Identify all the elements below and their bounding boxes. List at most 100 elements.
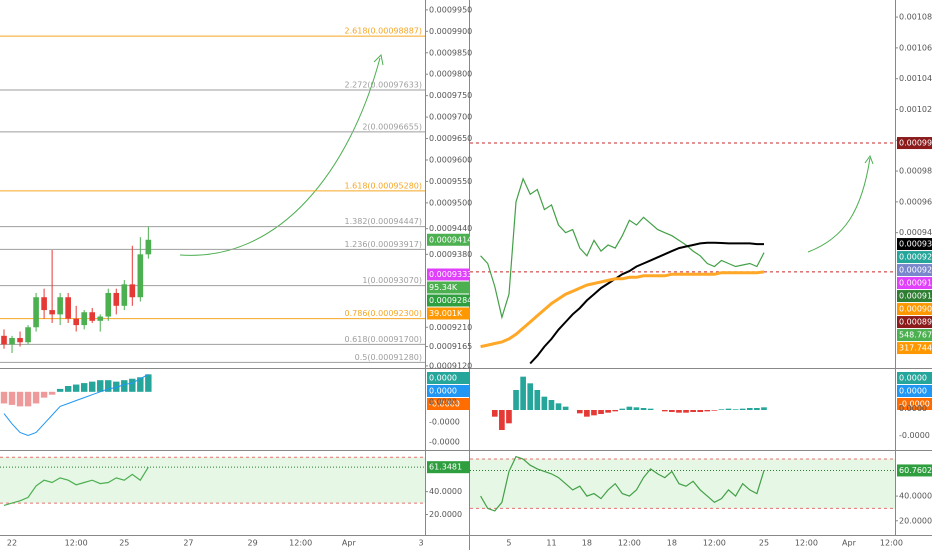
fib-level-label: 2.272(0.00097633) — [345, 80, 423, 89]
price-tag-label: 0.0000 — [429, 387, 457, 396]
price-tag-label: 0.0009414 — [429, 235, 472, 244]
fib-level-label: 2.618(0.00098887) — [345, 27, 423, 36]
price-tag — [897, 264, 932, 277]
price-tag-label: 317.744K — [899, 344, 932, 353]
price-tag — [427, 372, 470, 384]
y-tick-label: 0.0009500 — [429, 198, 472, 207]
candle-body — [49, 310, 55, 315]
x-tick-label: 12:00 — [703, 539, 726, 548]
macd-histogram — [105, 380, 112, 392]
macd-histogram — [633, 407, 640, 410]
price-tag-label: 0.0000 — [899, 374, 927, 383]
macd-histogram — [121, 380, 128, 392]
price-tag — [427, 294, 470, 307]
macd-histogram — [527, 383, 534, 410]
candle-body — [145, 239, 152, 255]
candle-body — [89, 312, 96, 321]
price-tag-label: 61.3481 — [429, 463, 462, 472]
macd-histogram — [97, 380, 104, 392]
macd-histogram — [80, 383, 88, 392]
macd-histogram — [718, 409, 725, 410]
price-tag — [427, 398, 470, 410]
price-tag — [897, 329, 932, 342]
macd-histogram — [129, 378, 136, 392]
macd-histogram — [605, 410, 611, 413]
macd-histogram — [690, 410, 696, 412]
macd-histogram — [746, 408, 753, 410]
macd-histogram — [16, 391, 24, 407]
candle-body — [97, 316, 104, 321]
macd-histogram — [137, 377, 144, 392]
y-tick-label: 20.0000 — [429, 510, 462, 519]
x-tick-label: 12:00 — [618, 539, 641, 548]
fib-level-label: 0.786(0.00092300) — [345, 309, 423, 318]
candle-body — [73, 318, 79, 326]
x-tick-label: 22 — [7, 539, 17, 548]
price-tag — [897, 316, 932, 329]
y-tick-label: 0.0009440 — [429, 224, 472, 233]
price-tag-label: 0.0009273 — [899, 253, 932, 262]
projection-arrow — [807, 157, 871, 253]
x-tick-label: 11 — [546, 539, 556, 548]
y-tick-label: 0.0009900 — [429, 27, 472, 36]
macd-histogram — [739, 408, 746, 410]
candle-body — [9, 337, 15, 345]
macd-histogram — [683, 410, 689, 413]
y-tick-label: 0.0009800 — [429, 70, 472, 79]
price-line — [529, 241, 764, 365]
x-tick-label: 3 — [418, 539, 423, 548]
price-tag-label: 0.0009284 — [429, 296, 472, 305]
macd-histogram — [676, 410, 682, 413]
fib-level-label: 2(0.00096655) — [362, 122, 422, 131]
price-tag — [897, 251, 932, 264]
y-tick-label: 0.0009400 — [899, 228, 932, 237]
y-tick-label: 20.0000 — [899, 516, 932, 525]
macd-histogram — [72, 384, 80, 392]
macd-histogram — [32, 391, 40, 404]
macd-histogram — [562, 406, 569, 410]
macd-axis-label: 0.0000 — [429, 398, 457, 407]
fib-level-label: 0.5(0.00091280) — [355, 353, 422, 362]
macd-histogram — [647, 408, 654, 410]
rsi-line — [480, 455, 765, 512]
y-tick-label: 0.0010400 — [899, 74, 932, 83]
macd-histogram — [661, 410, 668, 412]
fib-level-label: 1.382(0.00094447) — [345, 217, 423, 226]
candle-body — [81, 312, 88, 326]
macd-histogram — [555, 403, 562, 410]
y-tick-label: 0.0009950 — [429, 5, 472, 14]
price-tag — [427, 233, 470, 246]
price-tag — [897, 238, 932, 251]
fib-level-label: 1.618(0.00095280) — [345, 181, 423, 190]
price-tag-label: 0.0009982 — [899, 139, 932, 148]
x-tick-label: 18 — [667, 539, 677, 548]
arrow-head — [864, 154, 874, 165]
price-tag-label: 60.7602 — [899, 466, 932, 475]
macd-histogram — [113, 381, 120, 392]
price-tag — [897, 303, 932, 316]
fib-level-label: 1(0.00093070) — [362, 276, 422, 285]
candle-body — [17, 337, 23, 343]
y-tick-label: 0.0009800 — [899, 167, 932, 176]
candle-body — [65, 297, 71, 319]
macd-histogram — [513, 390, 519, 410]
macd-histogram — [619, 408, 626, 410]
macd-histogram — [506, 410, 512, 424]
y-tick-label: 0.0009120 — [429, 361, 472, 370]
y-tick-label: 0.0009600 — [429, 155, 472, 164]
y-tick-label: 0.0009600 — [899, 197, 932, 206]
candle-body — [41, 297, 47, 311]
price-tag — [897, 372, 932, 384]
macd-histogram — [89, 381, 96, 392]
macd-histogram — [24, 391, 32, 407]
price-tag — [427, 268, 470, 281]
macd-histogram — [534, 390, 541, 410]
rsi-band — [470, 459, 895, 509]
x-tick-label: 18 — [582, 539, 592, 548]
candle-body — [1, 335, 7, 345]
macd-histogram — [576, 410, 583, 414]
candle-body — [105, 292, 112, 317]
y-tick-label: 0.0009750 — [429, 91, 472, 100]
price-tag — [897, 398, 932, 410]
